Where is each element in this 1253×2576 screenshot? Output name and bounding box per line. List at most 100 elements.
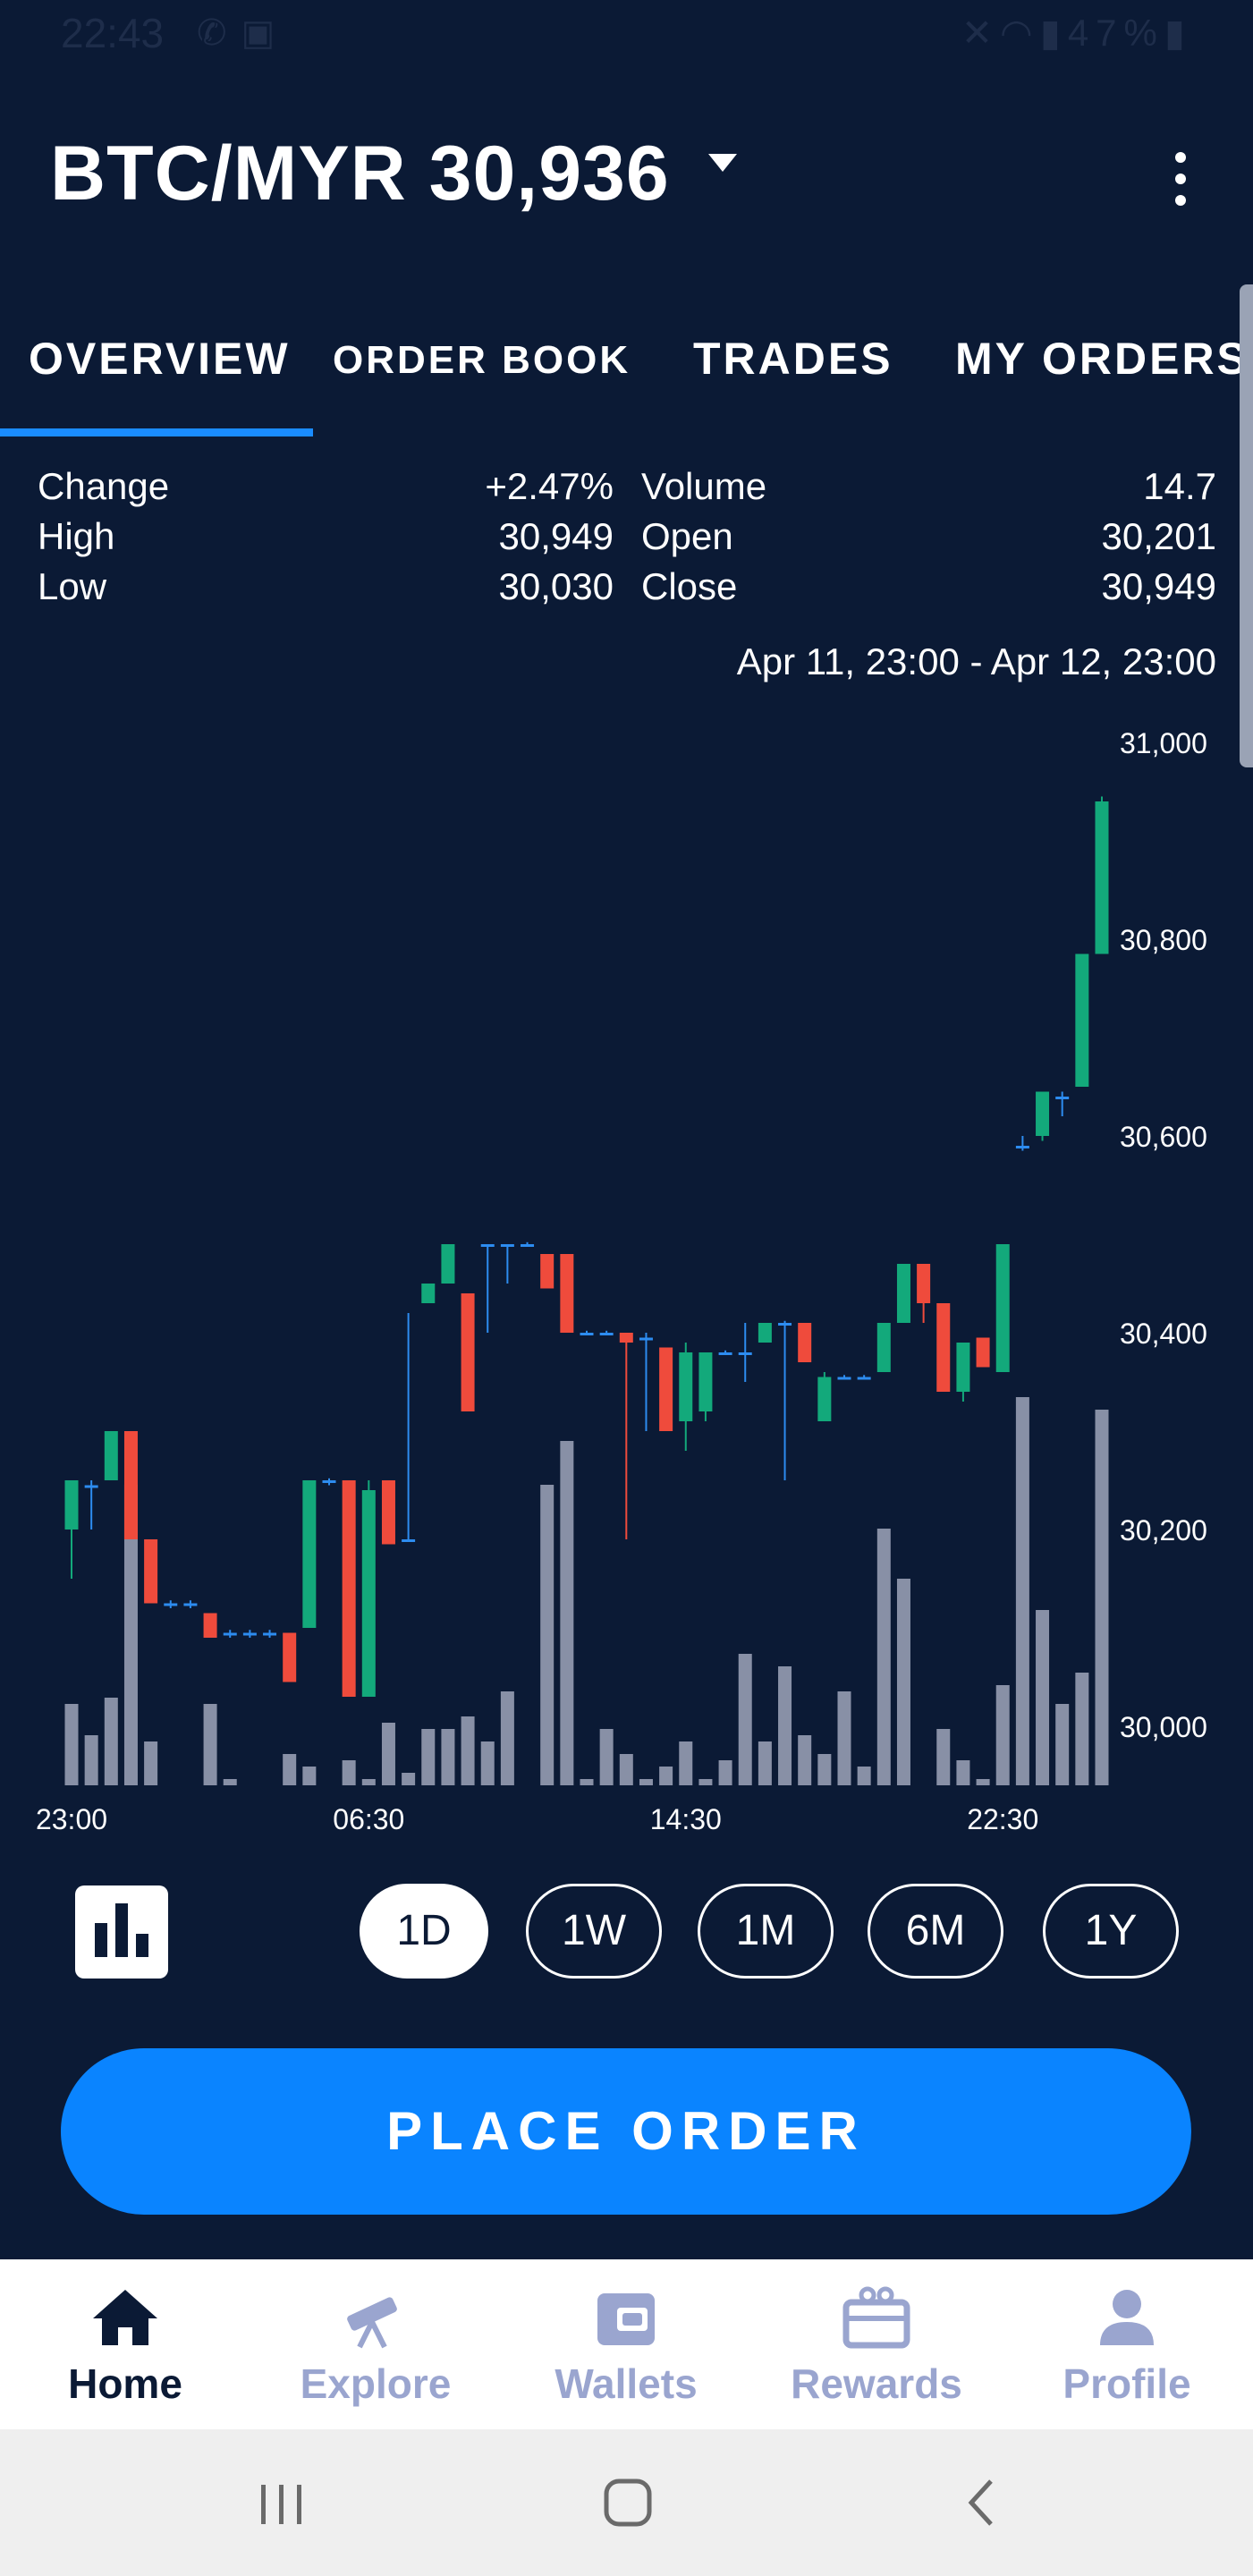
candle-body: [679, 1352, 693, 1421]
mute-icon: ✕: [961, 12, 1001, 54]
candle-body: [857, 1377, 871, 1380]
volume-bar: [84, 1735, 98, 1785]
tab-trades[interactable]: TRADES: [693, 334, 893, 384]
range-1y-button[interactable]: 1Y: [1043, 1884, 1179, 1979]
candle-body: [144, 1539, 158, 1604]
scrollbar[interactable]: [1240, 284, 1253, 767]
candle-body: [738, 1352, 752, 1355]
range-1w-button[interactable]: 1W: [526, 1884, 662, 1979]
candle-body: [521, 1244, 535, 1247]
candle-body: [639, 1337, 653, 1341]
y-tick-label: 30,800: [1120, 924, 1207, 956]
candle-body: [302, 1480, 317, 1628]
tab-overview[interactable]: OVERVIEW: [29, 334, 291, 384]
volume-bar: [659, 1767, 673, 1785]
candle-body: [976, 1337, 990, 1368]
home-circle-icon[interactable]: [601, 2476, 655, 2529]
candle-body: [698, 1352, 713, 1411]
candle-body: [123, 1431, 138, 1539]
volume-bar: [619, 1754, 633, 1785]
candle-body: [798, 1323, 812, 1362]
range-1d-button[interactable]: 1D: [360, 1884, 488, 1979]
candle-body: [1015, 1146, 1029, 1148]
candle-body: [164, 1603, 178, 1606]
battery-level: 47%: [1067, 12, 1164, 54]
y-tick-label: 30,000: [1120, 1711, 1207, 1743]
volume-bar: [402, 1773, 416, 1785]
stat-open-value: 30,201: [1101, 515, 1216, 557]
candle-body: [580, 1333, 594, 1335]
nav-home[interactable]: Home: [0, 2259, 250, 2429]
x-tick-label: 06:30: [333, 1803, 404, 1835]
candle-body: [223, 1632, 237, 1636]
volume-bar: [956, 1760, 970, 1785]
candle-body: [1036, 1091, 1050, 1136]
volume-bar: [1015, 1397, 1029, 1785]
stat-low-value: 30,030: [498, 565, 614, 607]
x-tick-label: 23:00: [36, 1803, 107, 1835]
image-icon: ▣: [241, 13, 290, 53]
candle-body: [917, 1264, 931, 1303]
range-1m-button[interactable]: 1M: [698, 1884, 834, 1979]
stat-close-value: 30,949: [1101, 565, 1216, 607]
nav-explore[interactable]: Explore: [250, 2259, 501, 2429]
candle-body: [540, 1254, 555, 1289]
volume-bar: [876, 1529, 891, 1785]
candle-body: [283, 1632, 297, 1682]
candle-body: [263, 1632, 277, 1636]
volume-bar: [223, 1779, 237, 1785]
tab-my-orders[interactable]: MY ORDERS: [955, 334, 1249, 384]
volume-bar: [976, 1779, 990, 1785]
volume-bar: [283, 1754, 297, 1785]
nav-profile[interactable]: Profile: [1002, 2259, 1252, 2429]
candle-body: [1055, 1097, 1070, 1099]
stat-change-value: +2.47%: [485, 465, 614, 507]
volume-bar: [123, 1485, 138, 1785]
candle-body: [441, 1244, 455, 1284]
active-tab-indicator: [0, 428, 313, 436]
stat-high-label: High: [38, 515, 115, 557]
wallet-icon: [597, 2293, 655, 2345]
candle-body: [1095, 801, 1109, 954]
candle-body: [461, 1293, 475, 1411]
back-icon[interactable]: [961, 2476, 1005, 2529]
volume-bar: [837, 1691, 851, 1785]
system-nav-bar: [0, 2429, 1253, 2576]
pair-title[interactable]: BTC/MYR 30,936: [50, 131, 670, 216]
candle-body: [619, 1333, 633, 1343]
candle-body: [560, 1254, 574, 1333]
nav-wallets[interactable]: Wallets: [501, 2259, 751, 2429]
volume-bar: [342, 1760, 356, 1785]
chevron-down-icon[interactable]: [707, 152, 739, 174]
volume-bar: [500, 1691, 514, 1785]
stat-volume-label: Volume: [641, 465, 767, 507]
price-chart[interactable]: 31,000 30,800 30,600 30,400 30,200 30,000 23:0…: [0, 716, 1253, 1843]
volume-bar: [718, 1760, 732, 1785]
candle-body: [242, 1632, 257, 1636]
volume-bar: [798, 1735, 812, 1785]
bottom-nav: Home Explore Wallets Rewards Profile: [0, 2259, 1253, 2429]
nav-rewards-label: Rewards: [791, 2360, 962, 2407]
range-6m-button[interactable]: 6M: [868, 1884, 1003, 1979]
bar-chart-icon: [95, 1923, 107, 1957]
candle-body: [500, 1244, 514, 1247]
candle-body: [361, 1490, 376, 1697]
candle-body: [84, 1485, 98, 1488]
recents-icon[interactable]: [258, 2479, 308, 2529]
candle-body: [956, 1343, 970, 1392]
volume-bar: [817, 1754, 832, 1785]
candle-body: [203, 1613, 217, 1638]
volume-bar: [698, 1779, 713, 1785]
place-order-button[interactable]: PLACE ORDER: [61, 2048, 1191, 2215]
candle-body: [322, 1480, 336, 1483]
candle-body: [381, 1480, 395, 1545]
status-left-icons: ✆▣: [197, 13, 289, 54]
more-options-button[interactable]: [1163, 152, 1198, 215]
tab-order-book[interactable]: ORDER BOOK: [333, 338, 631, 382]
candle-body: [104, 1431, 118, 1480]
chart-type-button[interactable]: [75, 1885, 168, 1979]
volume-bar: [1036, 1610, 1050, 1785]
nav-rewards[interactable]: Rewards: [751, 2259, 1002, 2429]
volume-bar: [540, 1485, 555, 1785]
nav-profile-label: Profile: [1063, 2360, 1191, 2407]
